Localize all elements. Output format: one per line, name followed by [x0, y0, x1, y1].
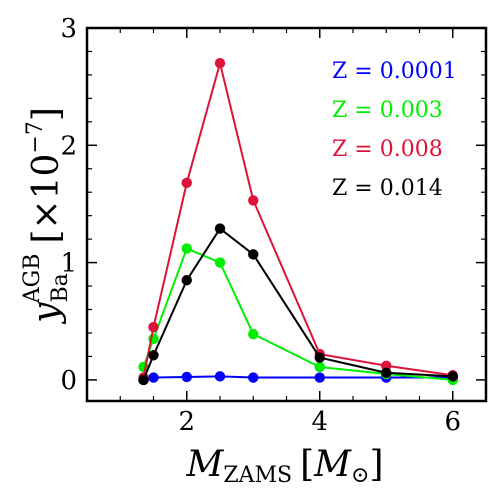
data-point	[181, 371, 192, 383]
data-point	[248, 328, 259, 340]
legend-entry: Z = 0.003	[332, 98, 443, 123]
plot-frame-layer	[85, 26, 488, 403]
data-point	[181, 274, 192, 286]
data-point	[314, 372, 325, 383]
y-tick-label: 1	[60, 249, 77, 279]
series-line	[142, 247, 453, 381]
data-point	[181, 177, 192, 189]
data-point	[248, 195, 259, 206]
x-tick-label: 4	[311, 407, 328, 437]
data-point	[314, 361, 325, 373]
y-tick-label: 2	[60, 131, 77, 161]
plot-frame	[85, 26, 488, 403]
series-2	[138, 243, 458, 386]
data-point	[148, 321, 159, 333]
series-line	[143, 375, 453, 381]
y-axis-title: yBaAGB[×10−7]	[20, 107, 73, 325]
legend-entry: Z = 0.008	[332, 137, 443, 162]
legend-entry: Z = 0.0001	[332, 59, 457, 84]
series-4	[138, 223, 458, 386]
data-point	[138, 374, 149, 386]
data-point	[314, 352, 325, 363]
data-point	[248, 372, 259, 383]
data-point	[214, 57, 226, 69]
tick-labels: 2 4 6 0 1 2 3	[60, 14, 461, 437]
y-tick-label: 3	[60, 14, 77, 44]
data-point	[248, 249, 259, 260]
x-tick-label: 6	[444, 407, 461, 437]
x-axis-title: MZAMS [M⊙]	[185, 444, 383, 488]
series-line	[142, 227, 453, 381]
legend: Z = 0.0001 Z = 0.003 Z = 0.008 Z = 0.014	[332, 59, 457, 201]
series-layer	[138, 57, 458, 386]
data-point	[214, 257, 226, 268]
data-point	[381, 367, 392, 379]
data-point	[447, 371, 458, 382]
legend-entry: Z = 0.014	[332, 176, 443, 201]
series-line	[142, 59, 453, 378]
data-point	[181, 243, 192, 254]
data-point	[214, 371, 226, 382]
data-point	[214, 223, 226, 234]
y-tick-label: 0	[60, 366, 77, 396]
data-point	[148, 372, 159, 383]
data-point	[148, 350, 159, 361]
x-tick-label: 2	[178, 407, 195, 437]
